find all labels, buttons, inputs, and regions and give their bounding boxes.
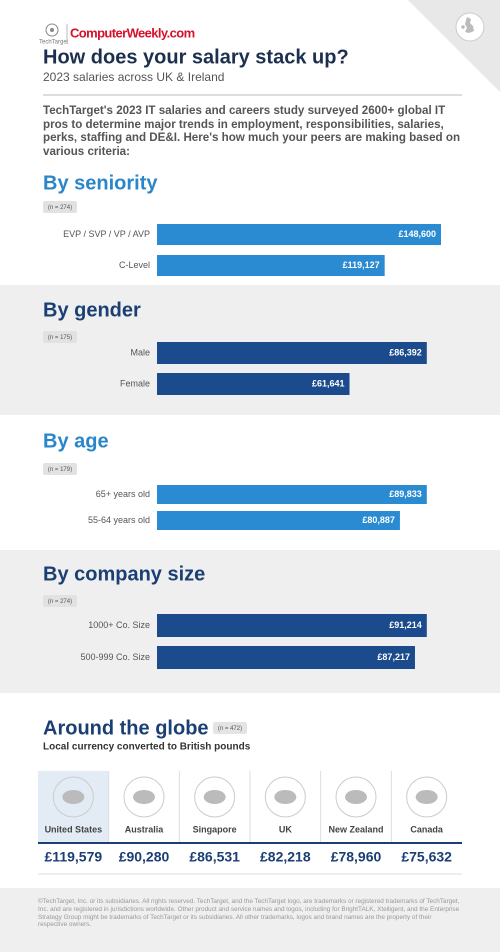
category-label: 55-64 years old — [88, 515, 150, 525]
country-name: Singapore — [193, 824, 237, 834]
country-shape — [133, 790, 155, 804]
note-badge — [43, 201, 77, 213]
country-value: £119,579 — [45, 849, 103, 865]
footer-text: ©TechTarget, Inc. or its subsidiaries. A… — [38, 898, 460, 929]
globe-subtitle: Local currency converted to British poun… — [43, 742, 251, 753]
chart-title: By company size — [43, 563, 205, 585]
brand-small: TechTarget — [39, 40, 69, 46]
chart-note: (n = 175) — [48, 335, 72, 341]
value-label: £87,217 — [377, 652, 410, 662]
chart-title: By gender — [43, 299, 141, 321]
bar — [157, 342, 427, 364]
category-label: 500-999 Co. Size — [80, 652, 150, 662]
value-label: £91,214 — [389, 620, 422, 630]
country-value: £86,531 — [189, 849, 240, 865]
country-shape — [274, 790, 297, 804]
value-label: £148,600 — [398, 229, 436, 239]
corner-triangle — [408, 0, 500, 92]
value-label: £61,641 — [312, 378, 345, 388]
chart-note: (n = 179) — [48, 467, 72, 473]
country-value: £82,218 — [260, 849, 311, 865]
value-label: £119,127 — [343, 260, 380, 270]
note-badge — [43, 595, 77, 607]
category-label: Female — [120, 378, 150, 388]
page-title: How does your salary stack up? — [43, 46, 349, 68]
uk-icon-shape — [461, 17, 474, 33]
note-badge — [213, 722, 247, 734]
country-name: Australia — [125, 824, 165, 834]
bar — [157, 646, 415, 669]
country-value: £90,280 — [119, 849, 170, 865]
bar — [157, 255, 385, 276]
country-name: United States — [45, 824, 103, 834]
value-label: £89,833 — [389, 489, 422, 499]
page-subtitle: 2023 salaries across UK & Ireland — [43, 70, 224, 84]
category-label: 1000+ Co. Size — [88, 620, 150, 630]
country-shape — [62, 790, 85, 804]
logo-eye — [45, 23, 59, 37]
country-name: Canada — [410, 824, 444, 834]
value-label: £80,887 — [362, 515, 395, 525]
chart-title: By seniority — [43, 172, 158, 194]
intro-text: TechTarget's 2023 IT salaries and career… — [43, 104, 461, 158]
country-shape — [203, 790, 226, 804]
country-shape — [345, 790, 367, 804]
footer-bg — [0, 888, 500, 952]
bar — [157, 373, 350, 395]
country-name: UK — [279, 824, 292, 834]
note-badge — [43, 463, 77, 475]
chart-note: (n = 274) — [48, 205, 72, 211]
country-value: £75,632 — [401, 849, 452, 865]
bar — [157, 224, 441, 245]
category-label: EVP / SVP / VP / AVP — [63, 229, 150, 239]
globe-note: (n = 472) — [218, 726, 242, 732]
value-label: £86,392 — [389, 347, 422, 357]
chart-note: (n = 274) — [48, 599, 72, 605]
category-label: 65+ years old — [96, 489, 150, 499]
brand: ComputerWeekly.com — [70, 25, 195, 40]
country-name: New Zealand — [328, 824, 383, 834]
bar — [157, 614, 427, 637]
logo-eye — [50, 28, 54, 32]
chart-title: By age — [43, 430, 109, 452]
bar — [157, 485, 427, 504]
category-label: Male — [130, 347, 150, 357]
bar — [157, 511, 400, 530]
category-label: C-Level — [119, 260, 150, 270]
globe-title: Around the globe — [43, 717, 209, 739]
note-badge — [43, 331, 77, 343]
country-value: £78,960 — [331, 849, 382, 865]
country-shape — [415, 790, 438, 804]
